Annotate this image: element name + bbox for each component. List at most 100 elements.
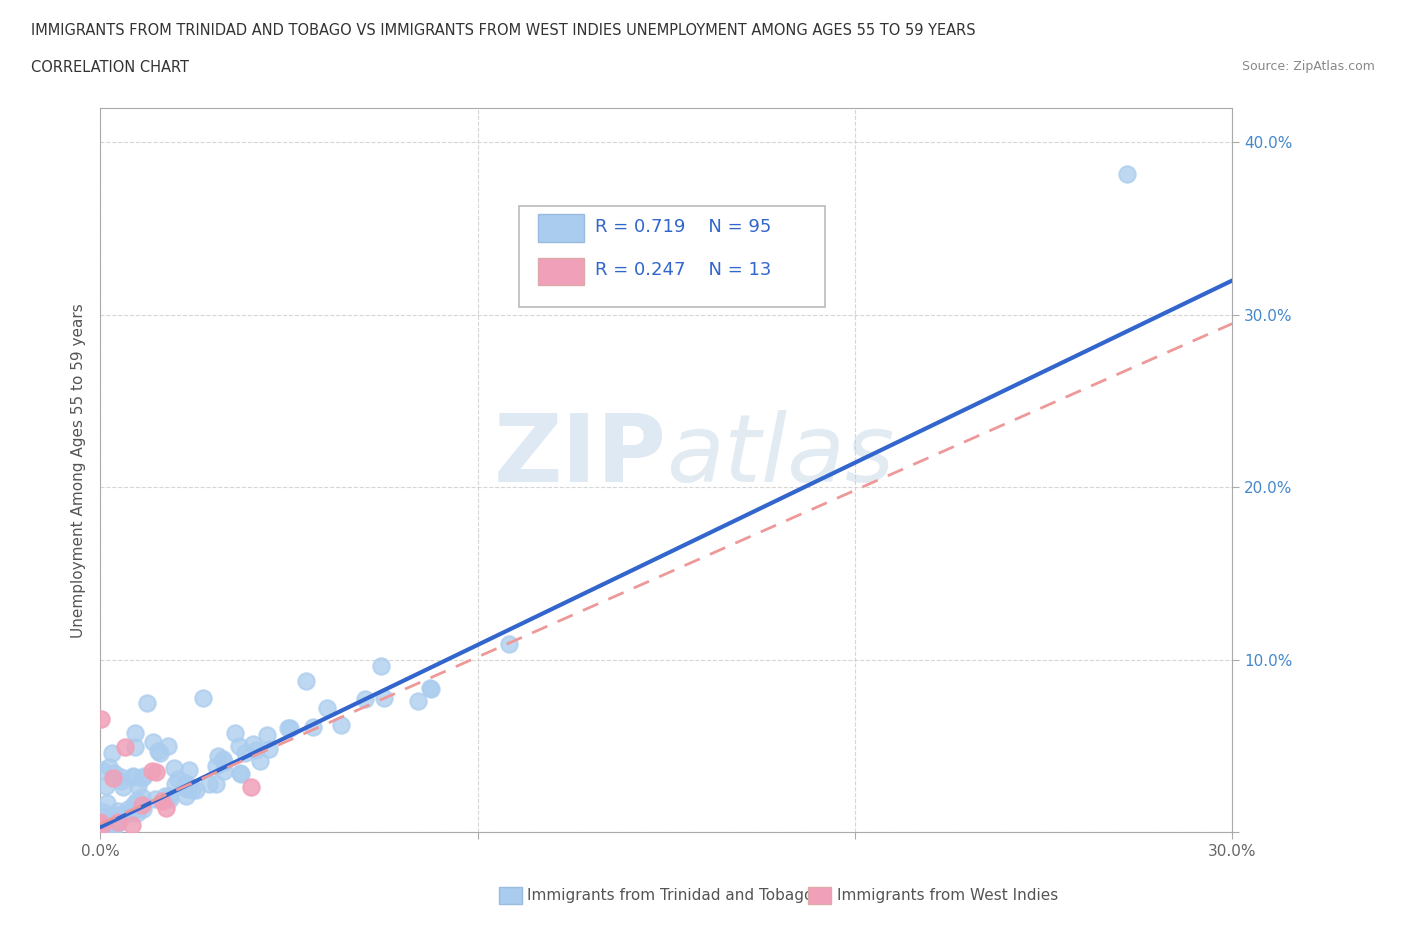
Point (214, 755, 236, 770)
Point (135, 696, 157, 711)
Point (96, 796, 118, 811)
Point (229, 766, 252, 781)
Point (152, 793, 174, 808)
Point (245, 742, 267, 757)
Point (205, 759, 228, 774)
Point (110, 770, 132, 785)
Point (124, 797, 146, 812)
Point (301, 720, 323, 735)
Point (121, 769, 143, 784)
Point (157, 738, 180, 753)
Point (114, 739, 136, 754)
Point (179, 763, 201, 777)
Point (370, 658, 392, 673)
Point (93, 820, 115, 835)
Point (257, 742, 280, 757)
Point (166, 772, 188, 787)
Point (256, 727, 278, 742)
Point (198, 777, 221, 791)
Point (120, 805, 142, 820)
Point (224, 725, 246, 740)
FancyBboxPatch shape (538, 215, 583, 242)
Point (118, 805, 141, 820)
Point (277, 721, 299, 736)
Point (163, 777, 186, 791)
Text: Immigrants from West Indies: Immigrants from West Indies (837, 888, 1057, 903)
Point (132, 802, 155, 817)
Point (207, 749, 229, 764)
Point (103, 771, 125, 786)
Point (419, 681, 441, 696)
Text: R = 0.719    N = 95: R = 0.719 N = 95 (595, 218, 772, 236)
Point (96, 810, 118, 825)
Point (242, 737, 264, 751)
Point (146, 744, 169, 759)
FancyBboxPatch shape (519, 206, 825, 307)
Point (153, 789, 176, 804)
Text: atlas: atlas (666, 410, 894, 501)
Point (124, 725, 146, 740)
FancyBboxPatch shape (538, 258, 583, 286)
Point (278, 721, 301, 736)
Point (155, 801, 177, 816)
Point (107, 815, 129, 830)
Point (117, 802, 139, 817)
Point (108, 815, 131, 830)
Point (103, 766, 125, 781)
Point (419, 682, 441, 697)
Point (205, 777, 228, 791)
Point (124, 802, 146, 817)
Point (108, 810, 131, 825)
Point (127, 806, 149, 821)
Point (127, 792, 149, 807)
Point (176, 779, 198, 794)
Point (498, 637, 520, 652)
Point (94, 822, 117, 837)
Point (149, 746, 172, 761)
Point (108, 808, 131, 823)
Point (142, 735, 165, 750)
Text: Source: ZipAtlas.com: Source: ZipAtlas.com (1241, 60, 1375, 73)
Point (295, 673, 318, 688)
Point (191, 690, 214, 705)
Point (141, 764, 163, 778)
Point (127, 779, 149, 794)
Point (143, 791, 166, 806)
Point (110, 774, 132, 789)
Point (101, 746, 124, 761)
Point (174, 789, 197, 804)
Point (124, 739, 146, 754)
Point (101, 812, 124, 827)
Point (105, 817, 128, 832)
Point (249, 754, 271, 769)
Point (157, 789, 180, 804)
Point (212, 751, 235, 766)
Point (98, 815, 121, 830)
Point (406, 694, 429, 709)
Point (174, 775, 197, 790)
Point (131, 790, 153, 804)
Point (100, 814, 122, 829)
Point (184, 782, 207, 797)
Point (159, 791, 181, 806)
Point (121, 769, 143, 784)
Point (91, 763, 114, 777)
Point (373, 691, 395, 706)
Point (110, 809, 132, 824)
Point (353, 692, 375, 707)
Text: CORRELATION CHART: CORRELATION CHART (31, 60, 188, 75)
Point (134, 768, 156, 783)
Point (233, 745, 256, 760)
Point (105, 816, 128, 830)
Point (173, 780, 195, 795)
Point (228, 738, 250, 753)
Text: R = 0.247    N = 13: R = 0.247 N = 13 (595, 261, 772, 279)
Point (212, 764, 235, 778)
Point (96, 821, 118, 836)
Point (315, 700, 337, 715)
Point (181, 782, 204, 797)
Point (145, 764, 167, 779)
Point (103, 807, 125, 822)
Point (240, 779, 263, 794)
Point (131, 771, 153, 786)
